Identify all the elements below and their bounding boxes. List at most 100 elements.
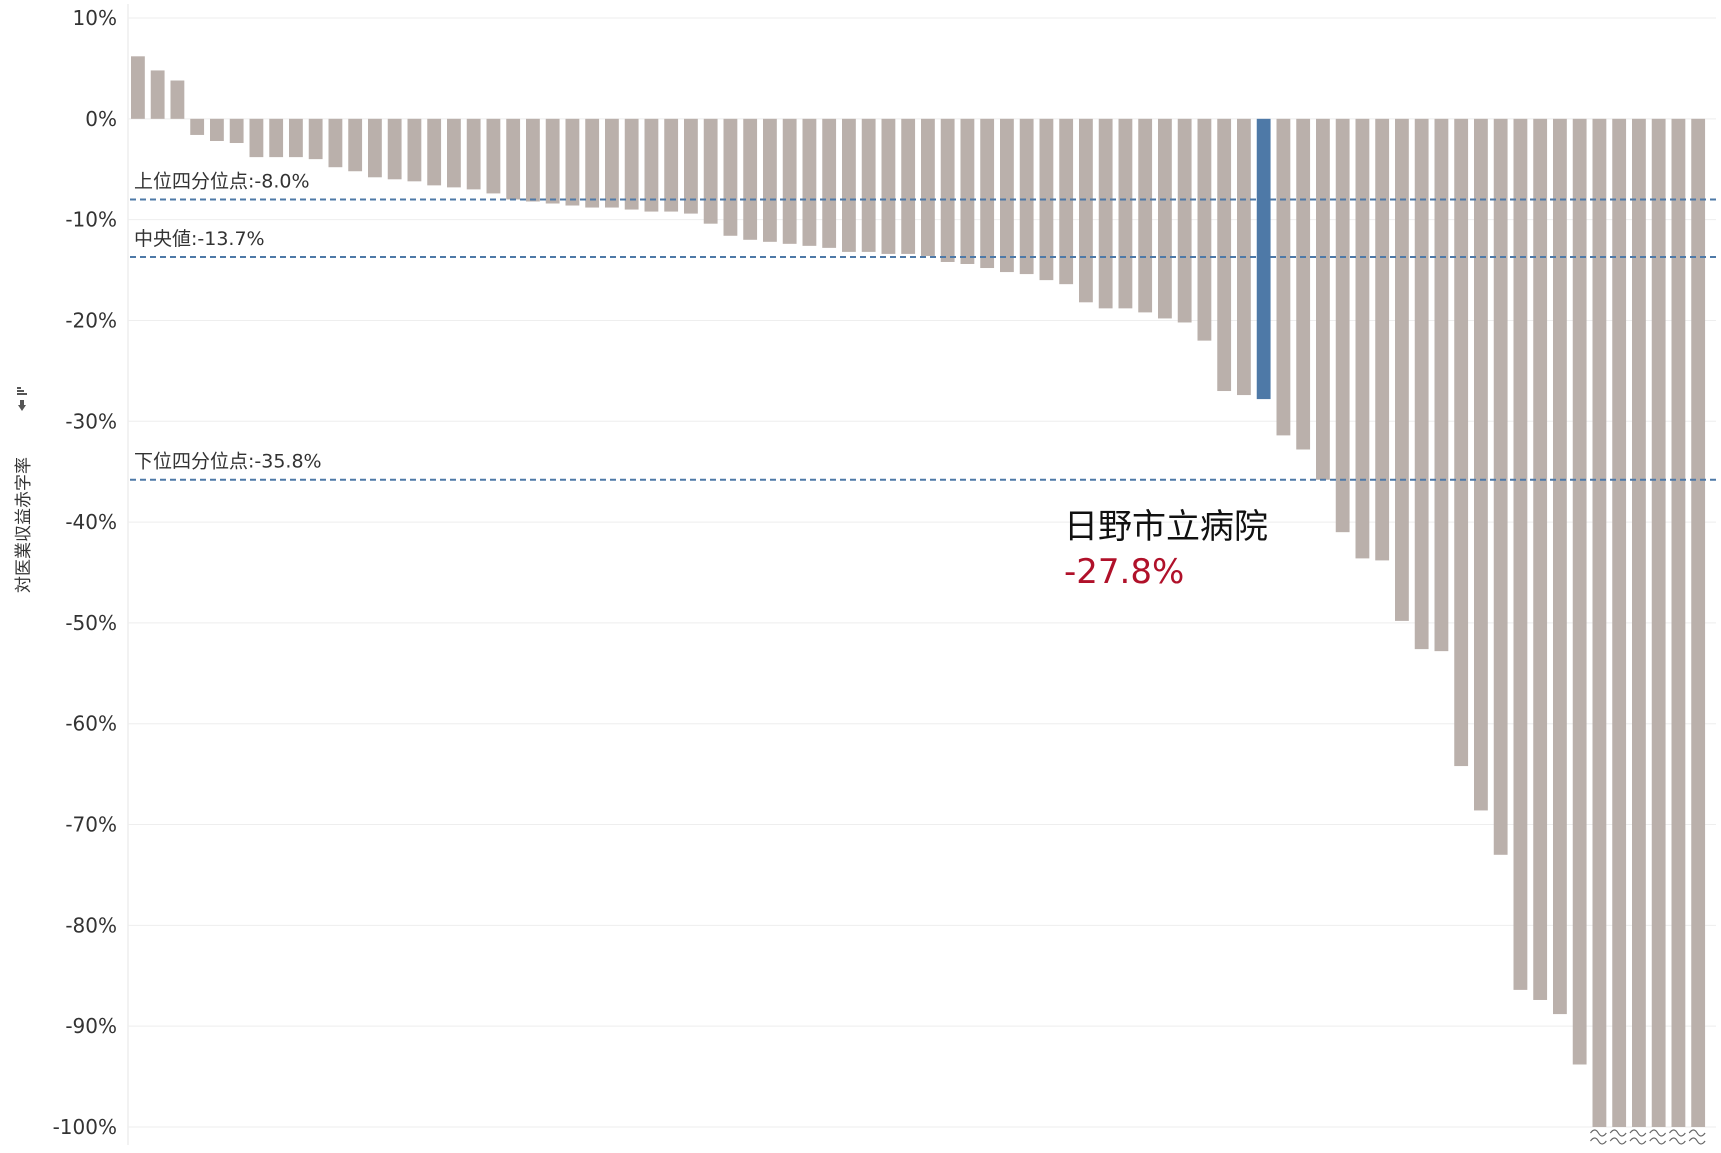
bar[interactable] [229,118,244,144]
bar[interactable] [1474,118,1488,811]
bar[interactable] [1335,118,1350,533]
bar[interactable] [447,118,461,188]
bar[interactable] [1671,118,1686,1128]
bar[interactable] [763,118,777,242]
bar[interactable] [190,118,205,135]
bar[interactable] [1355,118,1370,559]
highlight-label: 日野市立病院 [1064,507,1268,547]
y-axis-title: 対医業収益赤字率 [14,387,34,593]
bar[interactable] [644,118,659,212]
bar[interactable] [901,118,916,254]
bar[interactable] [1000,118,1014,273]
bar[interactable] [1434,118,1449,652]
sort-icon[interactable] [17,387,27,395]
y-tick-label: -90% [65,1014,117,1038]
bar[interactable] [1118,118,1133,309]
bar[interactable] [328,118,343,168]
bar[interactable] [723,118,738,236]
bar[interactable] [1513,118,1528,990]
y-axis-ticks: 10% 0% -10% -20% -30% -40% -50% -60% -70% -80% -90… [53,6,117,1139]
bar[interactable] [506,118,521,200]
bar[interactable] [565,118,580,206]
bar[interactable] [249,118,264,158]
y-tick-label: -70% [65,813,117,837]
bar[interactable] [1276,118,1291,436]
axis-break-mark [1649,1137,1667,1145]
bar[interactable] [1158,118,1172,319]
bar[interactable] [1691,118,1706,1128]
bar[interactable] [427,118,442,186]
bar[interactable] [664,118,679,212]
bar[interactable] [842,118,856,252]
bar[interactable] [881,118,896,254]
bar[interactable] [921,118,935,256]
bars [131,56,1706,1128]
bar[interactable] [1572,118,1587,1065]
bar[interactable] [1059,118,1074,285]
bar[interactable] [348,118,363,172]
bar[interactable] [1454,118,1469,767]
bar[interactable] [940,118,955,262]
highlight-value-label: -27.8% [1064,552,1184,592]
bar[interactable] [1019,118,1034,275]
bar[interactable] [960,118,975,264]
y-tick-label: -20% [65,308,117,332]
bar[interactable] [170,80,185,119]
bar[interactable] [1395,118,1409,621]
y-tick-label: -80% [65,913,117,937]
bar[interactable] [1493,118,1508,855]
bar[interactable] [131,56,145,119]
bar[interactable] [545,118,560,204]
bar[interactable] [980,118,995,269]
bar[interactable] [486,118,501,194]
bar[interactable] [1414,118,1429,650]
reference-line-label: 上位四分位点:-8.0% [134,170,310,192]
bar[interactable] [210,118,224,141]
bar[interactable] [1533,118,1548,1000]
bar[interactable] [1632,118,1646,1128]
bar[interactable] [585,118,600,208]
bar[interactable] [368,118,382,178]
bar[interactable] [1375,118,1390,561]
bar[interactable] [1217,118,1232,392]
bar[interactable] [782,118,797,244]
bar[interactable] [1612,118,1627,1128]
bar[interactable] [407,118,422,182]
bar[interactable] [703,118,718,224]
bar[interactable] [1316,118,1330,480]
bar[interactable] [387,118,402,180]
bar[interactable] [743,118,758,240]
bar[interactable] [1138,118,1153,313]
y-tick-label: -30% [65,409,117,433]
bar[interactable] [1177,118,1192,323]
bar[interactable] [1592,118,1607,1128]
bar[interactable] [684,118,698,214]
axis-break-mark [1629,1137,1647,1145]
bar[interactable] [269,118,284,158]
highlight-bar[interactable] [1256,118,1271,400]
bar[interactable] [1296,118,1311,450]
bar[interactable] [289,118,303,158]
y-tick-label: -10% [65,208,117,232]
bar[interactable] [624,118,639,210]
bar[interactable] [1039,118,1054,281]
bar[interactable] [1197,118,1212,341]
bar[interactable] [526,118,540,202]
bar[interactable] [150,70,165,119]
bar[interactable] [466,118,481,190]
axis-break-mark [1609,1137,1627,1145]
bar[interactable] [802,118,817,246]
bar[interactable] [1098,118,1113,309]
pin-icon[interactable] [18,400,26,411]
axis-break-mark [1669,1129,1686,1137]
bar[interactable] [605,118,619,208]
reference-line-label: 中央値:-13.7% [134,228,265,250]
bar[interactable] [822,118,837,248]
bar[interactable] [861,118,876,252]
bar[interactable] [308,118,323,160]
bar[interactable] [1553,118,1567,1015]
bar[interactable] [1079,118,1093,303]
bar[interactable] [1651,118,1666,1128]
